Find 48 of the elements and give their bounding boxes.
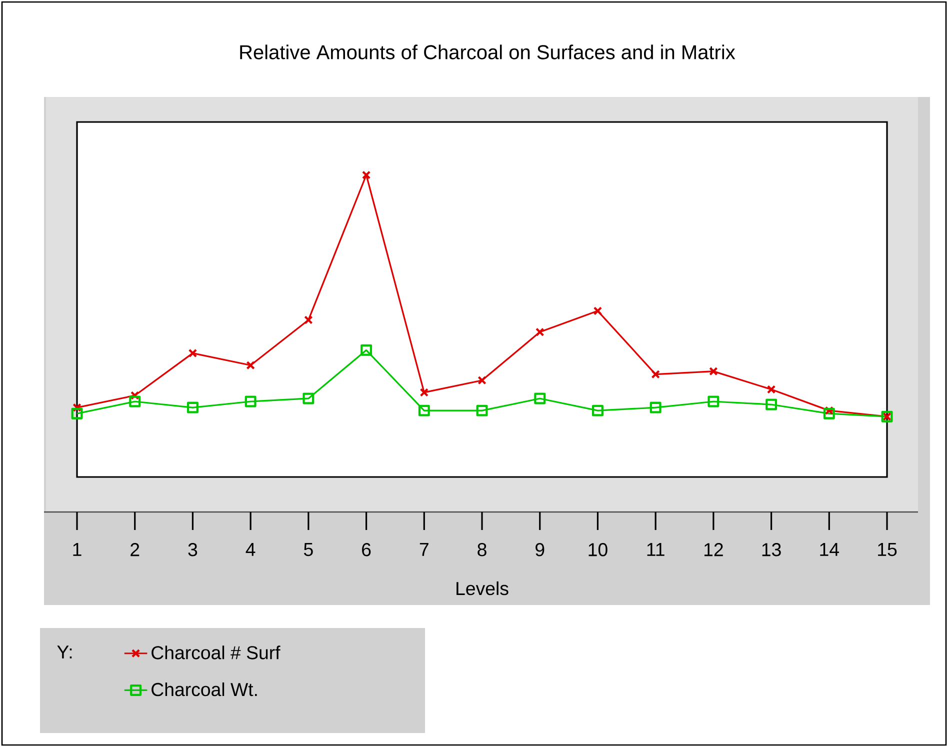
point — [129, 396, 141, 408]
point — [71, 408, 83, 420]
legend-title: Y: — [57, 646, 72, 658]
x-tick-label: 11 — [647, 543, 664, 556]
point — [824, 406, 834, 415]
point — [766, 398, 778, 410]
point — [592, 404, 604, 416]
point — [476, 404, 488, 416]
x-tick-label: 4 — [246, 543, 256, 556]
x-tick-label: 3 — [188, 543, 198, 556]
x-tick-label: 6 — [362, 543, 371, 556]
chart-title: Relative Amounts of Charcoal on Surfaces and in Matrix — [240, 44, 736, 60]
legend-label: Charcoal Wt. — [152, 682, 257, 696]
x-tick-label: 14 — [820, 543, 839, 556]
x-axis-title: Levels — [456, 581, 508, 596]
point — [478, 376, 486, 385]
point — [360, 344, 372, 356]
x-tick-label: 12 — [704, 543, 723, 556]
x-tick-label: 8 — [478, 543, 486, 556]
x-tick-label: 5 — [304, 543, 313, 556]
point — [535, 328, 544, 336]
x-tick-label: 13 — [762, 543, 781, 556]
point — [650, 402, 662, 414]
point — [823, 408, 835, 420]
point — [709, 366, 718, 376]
point — [420, 388, 429, 397]
point — [130, 391, 140, 400]
point — [186, 402, 198, 414]
point — [72, 403, 82, 412]
x-tick-label: 9 — [536, 543, 544, 556]
point — [244, 396, 256, 408]
point — [593, 306, 602, 316]
x-tick-label: 10 — [588, 543, 608, 556]
x-tick-label: 2 — [130, 543, 140, 556]
point — [302, 392, 314, 404]
point — [188, 348, 198, 358]
legend-label: Charcoal # Surf — [152, 646, 280, 660]
point — [534, 392, 546, 404]
point — [708, 396, 720, 408]
x-tick-label: 1 — [73, 543, 82, 556]
x-tick-label: 7 — [420, 543, 428, 556]
point — [246, 360, 255, 370]
point — [304, 316, 313, 324]
point — [766, 385, 776, 394]
point — [651, 370, 660, 379]
point — [418, 404, 430, 416]
point — [362, 170, 371, 180]
x-tick-label: 15 — [878, 543, 897, 556]
